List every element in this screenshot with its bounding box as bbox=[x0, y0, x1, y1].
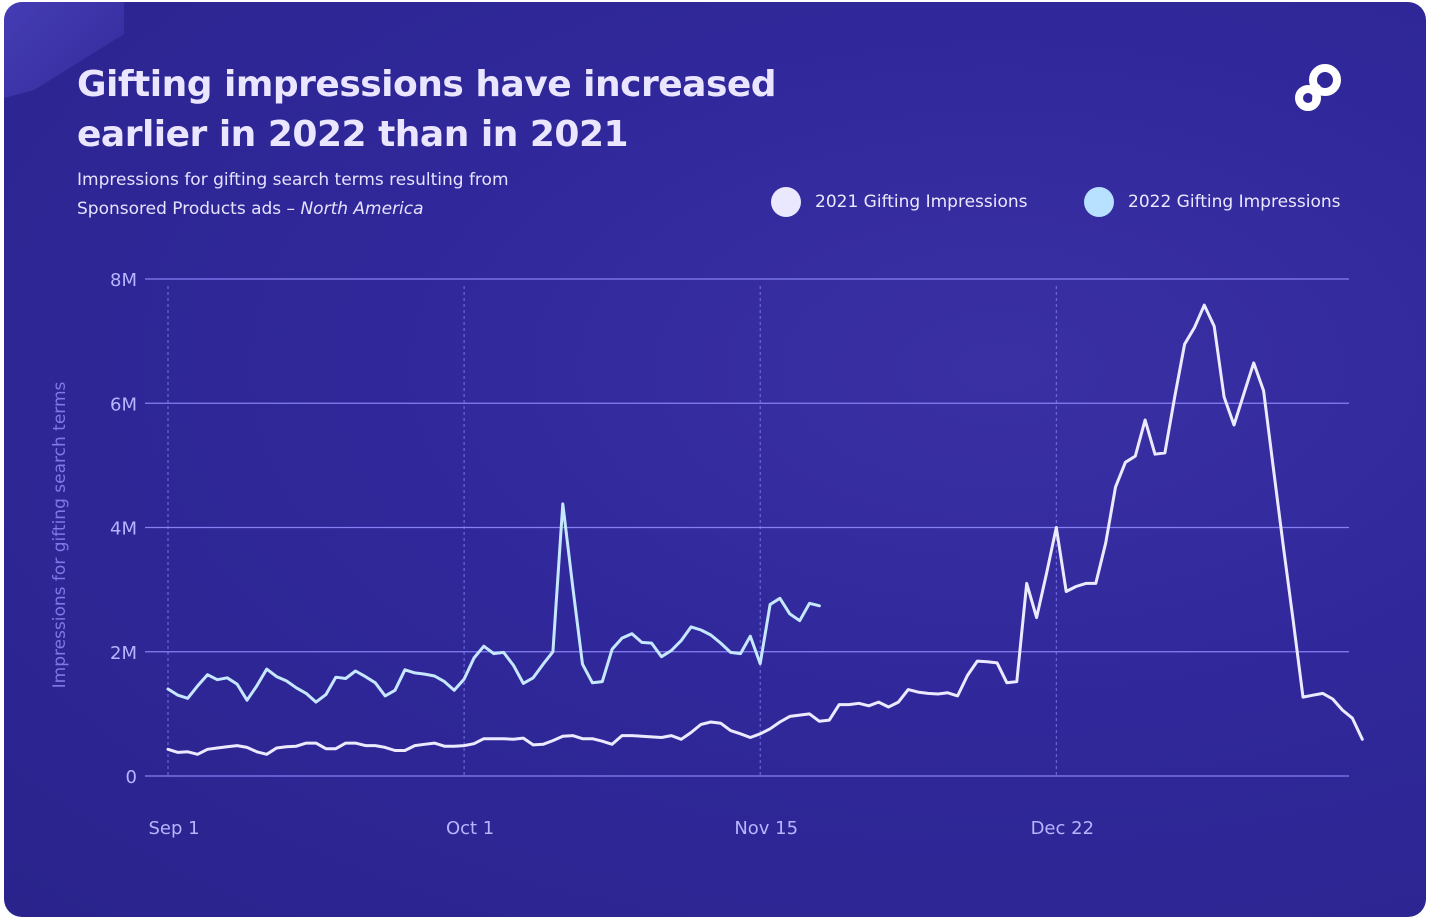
chart-subtitle-line-2: Sponsored Products ads – bbox=[77, 199, 301, 219]
x-tick-label: Oct 1 bbox=[446, 818, 494, 839]
legend-label-2022: 2022 Gifting Impressions bbox=[1128, 192, 1341, 212]
legend-swatch-2021 bbox=[771, 187, 801, 217]
chart-title-line-1: Gifting impressions have increased bbox=[77, 64, 777, 105]
series-line-2022 bbox=[166, 502, 821, 704]
series-line-2021 bbox=[166, 303, 1364, 756]
chart-subtitle-region: North America bbox=[300, 199, 424, 219]
chart-card bbox=[4, 2, 1426, 917]
x-tick-label: Dec 22 bbox=[1031, 818, 1094, 839]
legend-swatch-2022 bbox=[1084, 187, 1114, 217]
y-tick-label: 4M bbox=[110, 519, 137, 540]
y-tick-label: 8M bbox=[110, 270, 137, 291]
chart-subtitle-line-1: Impressions for gifting search terms res… bbox=[77, 170, 509, 190]
y-axis-label: Impressions for gifting search terms bbox=[50, 381, 70, 688]
y-tick-label: 6M bbox=[110, 394, 137, 415]
chart-title-line-2: earlier in 2022 than in 2021 bbox=[77, 114, 629, 155]
brand-p-logo-icon bbox=[1295, 64, 1341, 111]
x-tick-label: Nov 15 bbox=[734, 818, 798, 839]
legend-label-2021: 2021 Gifting Impressions bbox=[815, 192, 1028, 212]
legend-item-2021: 2021 Gifting Impressions bbox=[771, 187, 1028, 217]
x-tick-label: Sep 1 bbox=[148, 818, 199, 839]
y-tick-label: 0 bbox=[126, 767, 137, 788]
chart-title: Gifting impressions have increased earli… bbox=[77, 60, 777, 160]
legend-item-2022: 2022 Gifting Impressions bbox=[1084, 187, 1341, 217]
y-tick-label: 2M bbox=[110, 643, 137, 664]
chart-subtitle: Impressions for gifting search terms res… bbox=[77, 166, 557, 224]
